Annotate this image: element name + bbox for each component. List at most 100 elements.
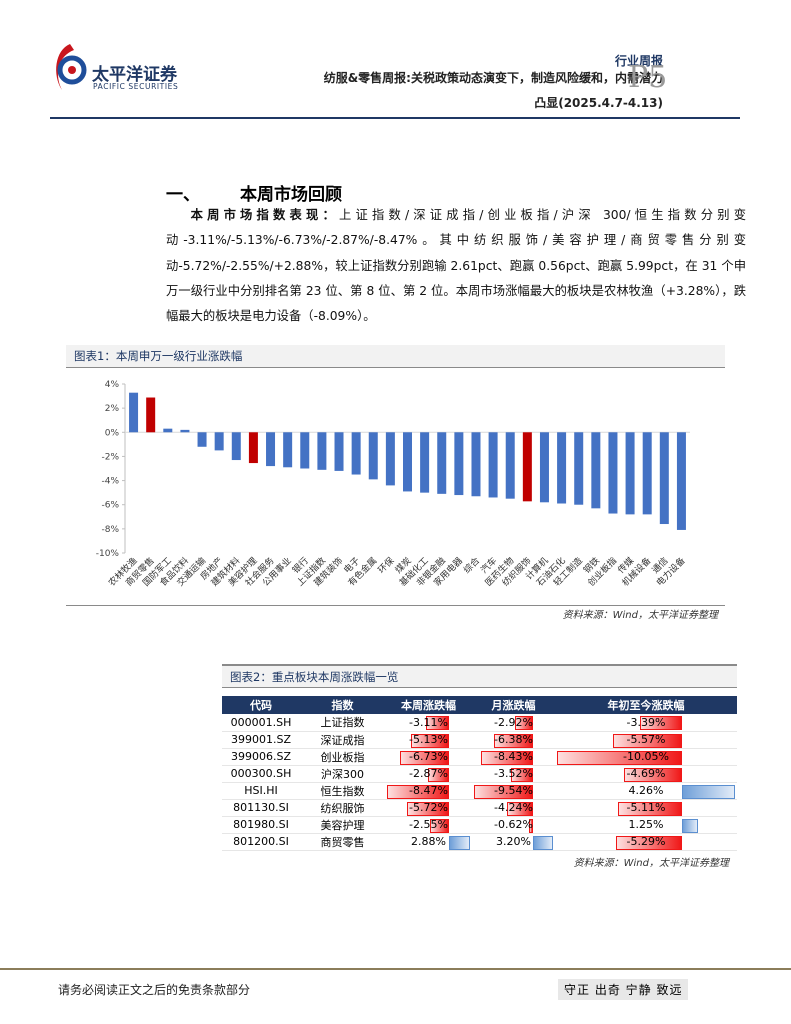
table-row: 801200.SI 商贸零售 2.88% 3.20% -5.29%	[222, 833, 737, 851]
report-title: 纺服&零售周报:关税政策动态演变下，制造风险缓和，内需潜力 凸显(2025.4.…	[324, 66, 663, 116]
y-tick-label: 4%	[105, 380, 120, 390]
logo-mark	[56, 44, 87, 90]
y-tick-label: -8%	[101, 525, 119, 535]
bar	[676, 432, 686, 530]
metric-value: -9.54%	[494, 784, 533, 797]
metric-cell: 2.88%	[385, 833, 472, 851]
bar	[385, 432, 395, 486]
metric-value: -2.92%	[494, 715, 533, 729]
data-bar	[511, 767, 534, 782]
table-caption: 图表2：重点板块本周涨跌幅一览	[222, 664, 737, 688]
index-code: 399006.SZ	[222, 748, 300, 766]
metric-value: -5.13%	[409, 733, 448, 746]
y-tick-label: -2%	[101, 452, 119, 462]
bar	[437, 432, 447, 494]
metric-value: 1.25%	[628, 818, 664, 831]
page-number: P5	[628, 60, 668, 95]
metric-value: 3.20%	[496, 835, 531, 848]
bar	[129, 392, 139, 433]
data-bar	[387, 784, 449, 799]
bar	[574, 432, 584, 505]
title-line: 凸显(2025.4.7-4.13)	[534, 96, 663, 110]
metric-cell: -0.62%	[472, 816, 555, 834]
chart-source: 资料来源：Wind，太平洋证券整理	[562, 610, 718, 621]
bar	[283, 432, 293, 468]
y-tick-label: -6%	[101, 501, 119, 511]
bar	[317, 432, 327, 470]
y-tick-label: -4%	[101, 477, 119, 487]
data-bar	[474, 784, 534, 799]
data-bar	[557, 750, 682, 765]
y-tick-label: -10%	[96, 549, 120, 559]
metric-cell: -5.29%	[555, 833, 737, 851]
bar	[557, 432, 567, 504]
index-name: 纺织服饰	[300, 799, 385, 817]
metric-cell: -4.69%	[555, 765, 737, 783]
metric-cell: -2.55%	[385, 816, 472, 834]
metric-value: -3.39%	[626, 715, 666, 729]
metric-cell: -3.52%	[472, 765, 555, 783]
x-tick-label: 环保	[375, 555, 396, 576]
data-bar	[618, 801, 682, 816]
paragraph: 本周市场指数表现：上证指数/深证成指/创业板指/沪深 300/恒生指数分别变动-…	[166, 203, 746, 329]
column-header: 代码	[222, 696, 300, 714]
metric-cell: -5.11%	[555, 799, 737, 817]
metric-cell: -3.11%	[385, 714, 472, 732]
data-bar	[427, 767, 449, 782]
table-row: 801130.SI 纺织服饰 -5.72% -4.24% -5.11%	[222, 799, 737, 817]
index-code: 801980.SI	[222, 816, 300, 834]
data-bar	[506, 801, 534, 816]
table-body: 000001.SH 上证指数 -3.11% -2.92% -3.39% 399001.SZ…	[222, 714, 737, 851]
metric-cell: 3.20%	[472, 833, 555, 851]
table-row: 399001.SZ 深证成指 -5.13% -6.38% -5.57%	[222, 731, 737, 749]
metric-cell: 4.26%	[555, 782, 737, 800]
motto: 守正 出奇 宁静 致远	[558, 979, 689, 1000]
metric-cell: -4.24%	[472, 799, 555, 817]
metric-value: -0.62%	[494, 818, 533, 831]
bar	[591, 432, 601, 509]
section-title: 本周市场回顾	[240, 185, 342, 205]
metric-cell: -2.92%	[472, 714, 555, 732]
table-header: 代码 指数 本周涨跌幅 月涨跌幅 年初至今涨跌幅	[222, 696, 737, 714]
table-row: 399006.SZ 创业板指 -6.73% -8.43% -10.05%	[222, 748, 737, 766]
title-line: 纺服&零售周报:关税政策动态演变下，制造风险缓和，内需潜力	[323, 71, 663, 85]
data-bar	[407, 801, 449, 816]
metric-value: -2.87%	[409, 767, 448, 780]
bar	[539, 432, 549, 503]
bar	[403, 432, 412, 492]
index-name: 沪深300	[300, 765, 385, 783]
column-header: 本周涨跌幅	[385, 696, 472, 714]
column-header: 月涨跌幅	[472, 696, 555, 714]
data-bar	[682, 784, 735, 799]
metric-value: -6.38%	[494, 733, 533, 746]
bar	[642, 432, 652, 515]
data-bar	[399, 750, 449, 765]
metric-value: -5.29%	[626, 835, 666, 848]
column-header: 指数	[300, 696, 385, 714]
data-bar	[426, 716, 449, 730]
data-bar	[623, 767, 682, 782]
index-code: HSI.HI	[222, 782, 300, 800]
figure-caption: 图表1：本周申万一级行业涨跌幅	[66, 345, 725, 368]
metric-value: -4.24%	[494, 801, 533, 814]
bar	[180, 429, 190, 433]
bar	[197, 432, 207, 447]
metric-cell: -5.57%	[555, 731, 737, 749]
data-bar	[515, 716, 534, 730]
metric-cell: -5.72%	[385, 799, 472, 817]
bar	[420, 432, 430, 493]
index-table: 代码 指数 本周涨跌幅 月涨跌幅 年初至今涨跌幅 000001.SH 上证指数 -3.11%…	[222, 696, 737, 851]
metric-value: -4.69%	[626, 767, 666, 780]
bar	[334, 432, 344, 471]
metric-value: -6.73%	[409, 750, 448, 763]
bar	[266, 432, 276, 467]
table-row: 000300.SH 沪深300 -2.87% -3.52% -4.69%	[222, 765, 737, 783]
bar	[522, 432, 532, 502]
data-bar	[533, 835, 553, 850]
metric-cell: -9.54%	[472, 782, 555, 800]
bar	[471, 432, 481, 497]
bar	[231, 432, 241, 461]
metric-value: -8.47%	[409, 784, 448, 797]
column-header: 年初至今涨跌幅	[555, 696, 737, 714]
